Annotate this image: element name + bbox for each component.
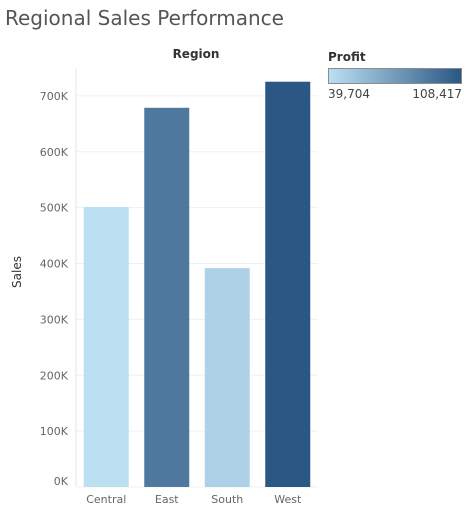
- bar-east[interactable]: [144, 107, 190, 487]
- x-tick-label: South: [211, 493, 243, 506]
- y-tick-label: 400K: [40, 258, 69, 271]
- x-tick-label: East: [155, 493, 179, 506]
- legend-max-label: 108,417: [412, 87, 462, 101]
- legend-title: Profit: [328, 50, 366, 64]
- x-axis-labels: Central East South West: [86, 493, 302, 506]
- y-tick-label: 500K: [40, 202, 69, 215]
- legend-min-label: 39,704: [328, 87, 370, 101]
- chart-title: Regional Sales Performance: [5, 6, 284, 30]
- y-tick-label: 0K: [54, 475, 69, 488]
- x-tick-label: West: [274, 493, 302, 506]
- y-axis-title: Sales: [10, 256, 24, 288]
- x-tick-label: Central: [86, 493, 126, 506]
- y-tick-label: 600K: [40, 146, 69, 159]
- column-header: Region: [173, 47, 220, 61]
- bar-central[interactable]: [83, 206, 129, 487]
- bar-south[interactable]: [204, 268, 250, 487]
- bars: [83, 81, 311, 487]
- y-tick-label: 100K: [40, 425, 69, 438]
- y-tick-label: 300K: [40, 313, 69, 326]
- legend-labels: 39,704 108,417: [328, 87, 462, 101]
- y-tick-label: 200K: [40, 369, 69, 382]
- y-tick-label: 700K: [40, 90, 69, 103]
- legend-gradient: [328, 68, 462, 84]
- bar-west[interactable]: [265, 81, 311, 487]
- y-axis: 0K 100K 200K 300K 400K 500K 600K 700K: [40, 68, 77, 488]
- color-legend: Profit 39,704 108,417: [328, 50, 462, 101]
